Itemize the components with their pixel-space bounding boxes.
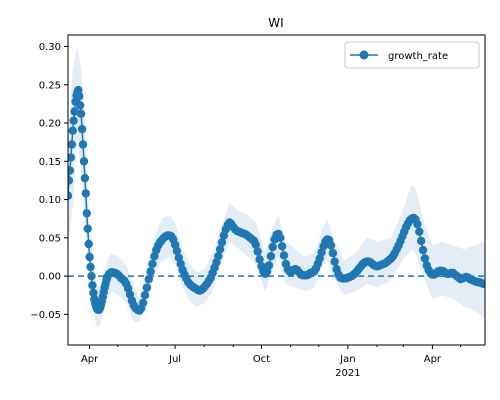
data-point — [277, 242, 287, 251]
data-point — [80, 173, 90, 183]
data-point — [75, 92, 84, 101]
data-point — [148, 259, 157, 269]
data-point — [217, 238, 227, 247]
y-tick-label: 0.15 — [39, 157, 61, 168]
data-point — [255, 255, 264, 264]
legend: growth_rate — [344, 41, 480, 69]
data-point — [416, 236, 426, 246]
data-point — [79, 157, 89, 166]
y-tick-label: 0.30 — [39, 42, 61, 53]
data-point — [330, 257, 339, 266]
data-point — [415, 227, 424, 236]
x-tick-label: Oct — [253, 354, 270, 365]
plot-clip-group — [68, 46, 485, 326]
data-point — [87, 271, 96, 281]
data-point — [84, 239, 93, 249]
data-point — [264, 261, 274, 270]
data-point — [70, 107, 79, 116]
y-tick-label: 0.05 — [39, 233, 61, 244]
x-tick-label: Apr — [81, 354, 99, 365]
data-point — [279, 251, 289, 260]
data-point — [86, 262, 95, 272]
data-point — [413, 219, 422, 229]
x-tick-label: Jul — [168, 354, 181, 365]
data-point — [68, 176, 74, 185]
data-point — [326, 241, 336, 250]
data-point — [215, 245, 225, 254]
data-point — [172, 246, 182, 256]
data-point — [138, 298, 148, 308]
data-point — [68, 191, 73, 200]
data-point — [81, 189, 91, 198]
data-point — [420, 254, 430, 263]
data-point — [69, 116, 78, 125]
data-point — [276, 233, 285, 242]
data-point — [480, 279, 485, 288]
y-tick-label: −0.05 — [30, 310, 61, 321]
data-point — [68, 153, 75, 162]
data-point — [268, 242, 277, 252]
confidence-band — [68, 46, 485, 326]
data-point — [82, 209, 92, 218]
y-tick-label: 0.25 — [39, 80, 61, 91]
data-point — [253, 247, 262, 256]
data-point — [142, 283, 152, 292]
data-point — [77, 124, 87, 134]
data-point — [68, 140, 76, 149]
legend-marker — [359, 50, 369, 60]
data-point — [144, 275, 153, 284]
legend-box — [344, 41, 480, 69]
data-point — [76, 101, 85, 110]
data-point — [328, 248, 338, 258]
axes-frame — [67, 34, 486, 346]
x-tick-label: Apr — [424, 354, 442, 365]
data-point — [76, 109, 86, 119]
data-point — [78, 140, 88, 149]
data-point — [266, 252, 276, 261]
data-point — [85, 252, 94, 262]
x-tick-sublabel: 2021 — [335, 368, 360, 379]
data-point — [68, 126, 77, 135]
data-point — [88, 281, 97, 290]
chart-title: WI — [268, 16, 283, 30]
x-tick-label: Jan — [339, 354, 355, 365]
data-point — [68, 166, 75, 175]
y-tick-label: 0.20 — [39, 119, 61, 130]
data-point — [251, 240, 260, 249]
data-point — [83, 224, 92, 233]
y-tick-label: 0.10 — [39, 195, 61, 206]
data-point — [140, 291, 150, 300]
y-tick-label: 0.00 — [39, 272, 61, 283]
plot-area — [68, 46, 485, 326]
legend-label: growth_rate — [388, 51, 448, 62]
data-point — [146, 267, 155, 276]
axes: −0.05 0.00 0.05 0.10 0.15 0.20 0.25 0.30 Apr Jul O… — [30, 34, 486, 379]
data-point — [214, 252, 223, 261]
data-point — [418, 245, 428, 255]
